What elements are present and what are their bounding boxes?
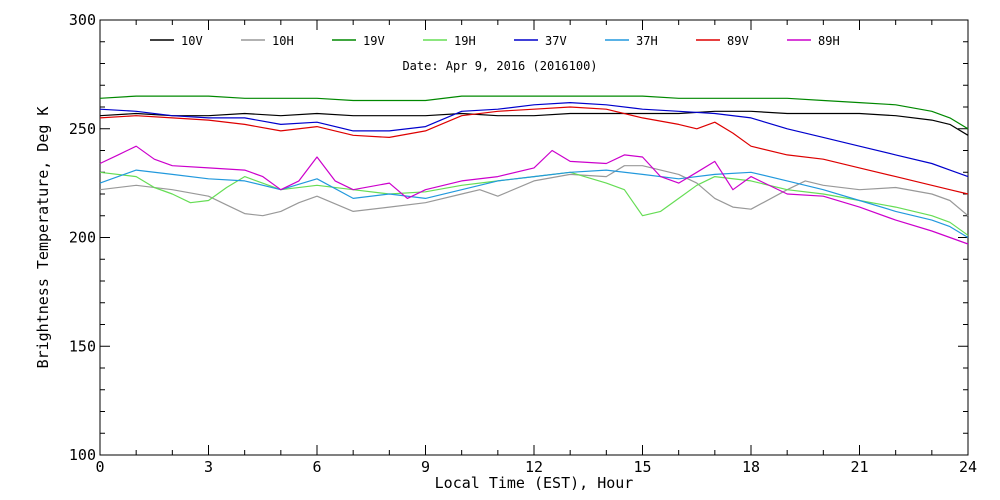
series-line-37v [99, 101, 969, 178]
x-tick-label: 12 [525, 458, 543, 476]
legend-label-89h: 89H [818, 34, 840, 48]
y-tick-label: 250 [69, 120, 96, 138]
legend-label-37h: 37H [636, 34, 658, 48]
x-axis-title: Local Time (EST), Hour [435, 474, 634, 492]
series-lines [99, 95, 969, 245]
series-line-37h [99, 169, 969, 239]
chart-subtitle: Date: Apr 9, 2016 (2016100) [402, 59, 597, 73]
y-tick-label: 150 [69, 337, 96, 355]
x-tick-label: 21 [850, 458, 868, 476]
legend: 10V 10H 19V 19H 37V 37H 89V 89H [150, 34, 840, 48]
x-tick-label: 3 [204, 458, 213, 476]
x-tick-label: 18 [742, 458, 760, 476]
y-tick-label: 100 [69, 446, 96, 464]
legend-label-10h: 10H [272, 34, 294, 48]
x-tick-label: 9 [421, 458, 430, 476]
series-line-89v [99, 106, 969, 195]
plot-frame [99, 19, 969, 456]
x-tick-label: 0 [95, 458, 104, 476]
series-line-10h [99, 165, 969, 217]
y-tick-label: 300 [69, 11, 96, 29]
legend-label-89v: 89V [727, 34, 749, 48]
series-line-19v [99, 95, 969, 130]
legend-label-10v: 10V [181, 34, 203, 48]
y-tick-label: 200 [69, 229, 96, 247]
legend-label-19h: 19H [454, 34, 476, 48]
legend-label-37v: 37V [545, 34, 567, 48]
x-tick-label: 15 [633, 458, 651, 476]
y-axis-ticks: 100 150 200 250 300 [69, 11, 968, 464]
series-line-19h [99, 171, 969, 236]
legend-label-19v: 19V [363, 34, 385, 48]
x-tick-label: 24 [959, 458, 977, 476]
series-line-89h [99, 145, 969, 245]
x-tick-label: 6 [312, 458, 321, 476]
x-axis-ticks: 0 3 6 9 12 15 18 21 24 [95, 20, 977, 476]
series-line-10v [99, 110, 969, 136]
y-axis-title: Brightness Temperature, Deg K [34, 107, 52, 369]
